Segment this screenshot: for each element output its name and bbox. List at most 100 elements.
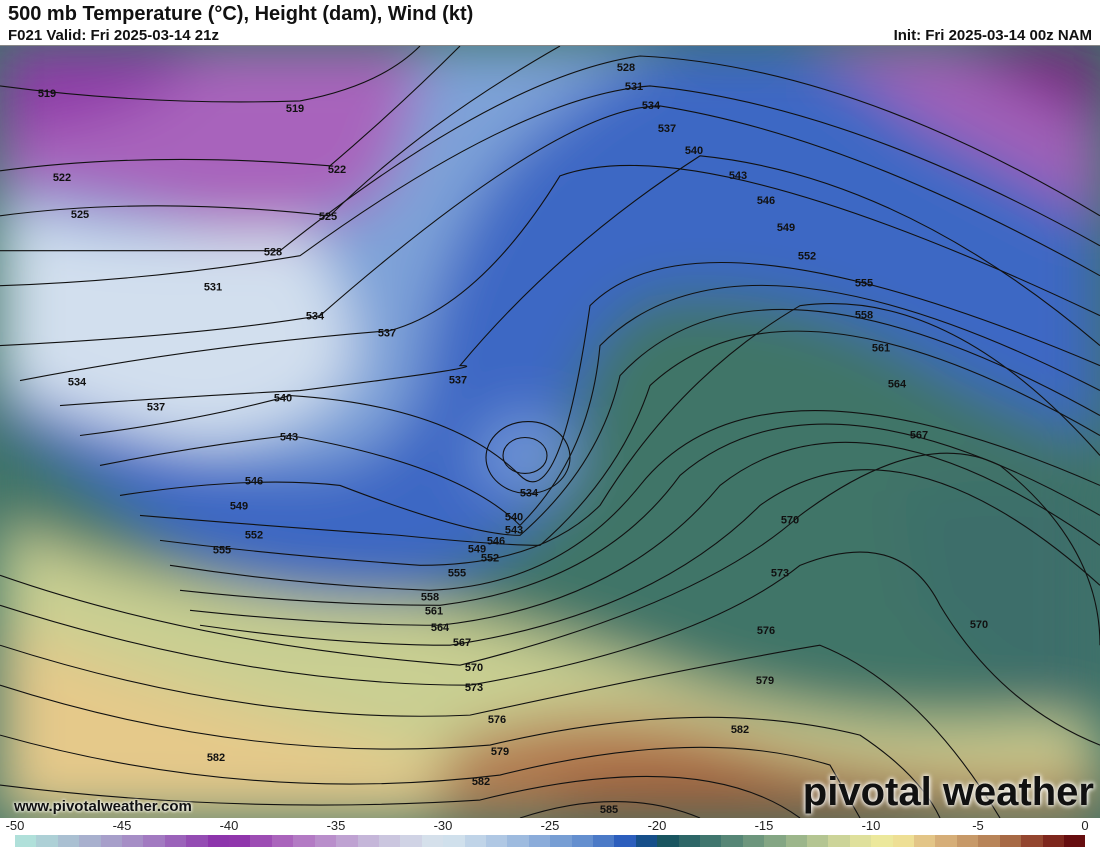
height-contour [79, 262, 1100, 483]
contour-label: 555 [213, 544, 231, 556]
colorbar-tick-label: -40 [219, 818, 239, 833]
colorbar-tick-label: -5 [972, 818, 984, 833]
colorbar-cell [550, 835, 572, 847]
colorbar-tick-label: -15 [754, 818, 774, 833]
contour-labels: 519 519 522 522 525 525 528 528 531 531 534 534 534 5… [38, 62, 988, 816]
contour-label: 582 [207, 752, 225, 764]
colorbar-cell [1042, 835, 1064, 847]
colorbar-cell [935, 835, 957, 847]
contour-label: 537 [147, 402, 165, 414]
height-contour [0, 684, 941, 818]
colorbar-cell [336, 835, 358, 847]
contour-label: 519 [38, 88, 56, 100]
contour-label: 528 [264, 247, 282, 259]
colorbar-cell [293, 835, 315, 847]
contour-label: 567 [453, 637, 471, 649]
colorbar-tick-label: -30 [433, 818, 453, 833]
contour-label: 558 [421, 591, 439, 603]
colorbar-cell [464, 835, 486, 847]
contour-label: 546 [487, 535, 505, 547]
contour-label: 543 [729, 170, 747, 182]
colorbar-cell [357, 835, 379, 847]
contour-label: 552 [245, 529, 263, 541]
colorbar-cell [999, 835, 1022, 847]
colorbar-cell [678, 835, 700, 847]
contour-label: 534 [520, 487, 539, 499]
height-contour [189, 441, 1100, 626]
contour-label: 534 [642, 100, 661, 112]
height-contour [119, 309, 1100, 536]
website-label: www.pivotalweather.com [14, 798, 192, 815]
contour-label: 546 [757, 195, 775, 207]
colorbar-tick-label: -25 [540, 818, 560, 833]
colorbar-cell [57, 835, 80, 847]
contour-label: 573 [465, 682, 483, 694]
height-contour [139, 330, 1100, 546]
height-contour [0, 734, 861, 818]
height-contours [0, 46, 1100, 818]
colorbar-cell [79, 835, 101, 847]
contour-label: 549 [230, 500, 248, 512]
colorbar-cell [700, 835, 722, 847]
height-contour [199, 469, 1100, 646]
contour-label: 537 [378, 328, 396, 340]
contour-label: 519 [286, 103, 304, 115]
colorbar-cell [978, 835, 1000, 847]
colorbar-cell [828, 835, 850, 847]
colorbar-cell [250, 835, 272, 847]
contour-label: 564 [888, 379, 907, 391]
colorbar-cell [207, 835, 230, 847]
height-contour [99, 284, 1100, 527]
contour-label: 582 [731, 724, 749, 736]
colorbar-cell [485, 835, 508, 847]
temperature-field [0, 46, 1100, 818]
height-contour [159, 303, 1100, 566]
colorbar-cell [764, 835, 786, 847]
contour-label: 525 [319, 211, 337, 223]
colorbar-cell [229, 835, 251, 847]
contour-label: 570 [970, 619, 988, 631]
colorbar-tick-label: -20 [647, 818, 667, 833]
contour-label: 540 [505, 511, 523, 523]
colorbar-cell [100, 835, 123, 847]
colorbar-cell [914, 835, 936, 847]
valid-time: F021 Valid: Fri 2025-03-14 21z [8, 27, 219, 44]
weather-map: 519 519 522 522 525 525 528 528 531 531 534 534 534 5… [0, 45, 1100, 818]
colorbar-cell [528, 835, 551, 847]
contour-label: 522 [53, 172, 71, 184]
colorbar-tick-label: -35 [326, 818, 346, 833]
contour-label: 558 [855, 310, 873, 322]
colorbar-cell [400, 835, 422, 847]
colorbar-cell [849, 835, 872, 847]
contour-label: 525 [71, 209, 89, 221]
colorbar-cell [657, 835, 679, 847]
colorbar-tick-label: 0 [1081, 818, 1089, 833]
colorbar-cell [614, 835, 636, 847]
colorbar-cell [571, 835, 593, 847]
contour-label: 585 [600, 804, 618, 816]
colorbar-cell [742, 835, 765, 847]
colorbar-cell [186, 835, 208, 847]
contour-label: 546 [245, 475, 263, 487]
contour-label: 567 [910, 429, 928, 441]
height-contour [0, 46, 461, 172]
contour-label: 534 [306, 311, 325, 323]
colorbar-tick-label: -50 [5, 818, 25, 833]
height-contour [59, 155, 1100, 407]
contour-label: 576 [488, 714, 506, 726]
contour-label: 537 [658, 123, 676, 135]
colorbar-cell [635, 835, 658, 847]
temperature-colorbar [15, 835, 1086, 847]
contour-label: 582 [472, 776, 490, 788]
contour-label: 537 [449, 375, 467, 387]
colorbar-cell [378, 835, 401, 847]
contour-label: 543 [280, 431, 298, 443]
height-contour [169, 410, 1100, 591]
height-contour [485, 420, 571, 494]
colorbar-cell [807, 835, 829, 847]
contour-label: 549 [468, 543, 486, 555]
contour-label: 576 [757, 625, 775, 637]
colorbar-cell [122, 835, 144, 847]
contour-label: 555 [855, 278, 873, 290]
height-contour [0, 775, 801, 818]
